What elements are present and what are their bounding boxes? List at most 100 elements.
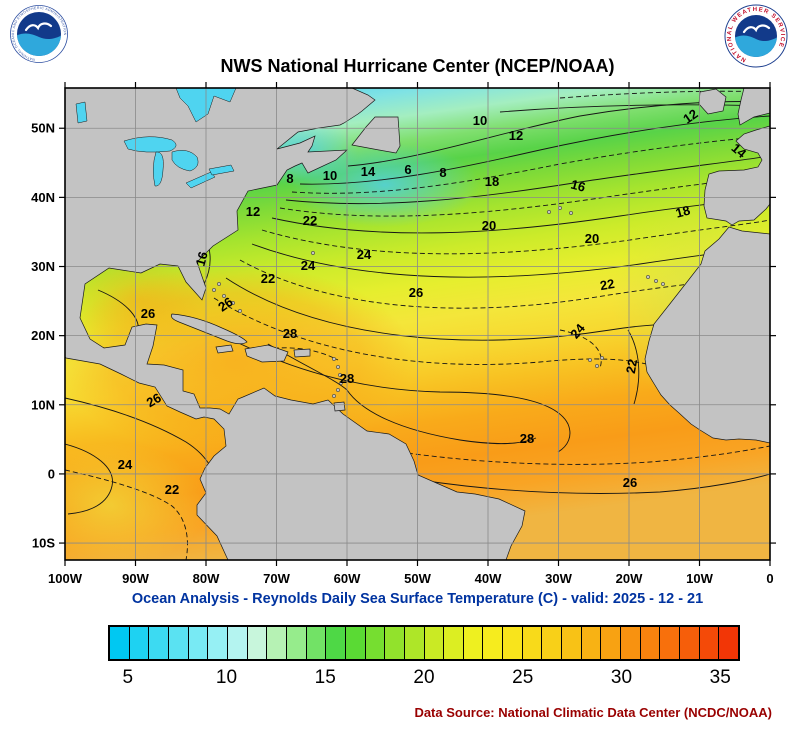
colorbar-cell — [718, 627, 738, 659]
contour-label: 16 — [193, 250, 211, 268]
contour-label: 26 — [409, 285, 423, 300]
island-jamaica — [215, 344, 234, 354]
contour-line — [559, 329, 602, 369]
contour-line — [291, 135, 770, 194]
islet-dot — [212, 288, 216, 292]
nws-sea-shape — [735, 34, 777, 57]
lat-axis-label: 40N — [31, 190, 55, 205]
colorbar-cell — [443, 627, 463, 659]
colorbar-cell — [620, 627, 640, 659]
contour-label: 28 — [520, 431, 534, 446]
colorbar-cell — [344, 627, 365, 659]
islet-dot — [332, 394, 336, 398]
page-title: NWS National Hurricane Center (NCEP/NOAA… — [220, 56, 615, 76]
contour-label: 14 — [361, 164, 376, 179]
lon-axis-label: 60W — [334, 571, 361, 586]
lake-erie — [185, 171, 216, 189]
lon-axis-label: 80W — [193, 571, 220, 586]
lat-axis-label: 50N — [31, 121, 55, 136]
islet-dot — [332, 357, 336, 361]
contour-line — [285, 155, 770, 205]
colorbar-cell — [167, 627, 188, 659]
lake-winnipeg — [75, 101, 88, 124]
colorbar-cell — [521, 627, 542, 659]
contour-label: 24 — [301, 258, 316, 273]
data-source-note: Data Source: National Climatic Data Cent… — [414, 705, 772, 720]
colorbar-cell — [384, 627, 404, 659]
contour-label: 24 — [357, 247, 372, 262]
nws-logo: NATIONAL WEATHER SERVICE — [724, 4, 788, 68]
colorbar-cell — [423, 627, 444, 659]
contour-label: 20 — [482, 218, 496, 233]
contour-label: 18 — [485, 174, 499, 189]
contour-label: 26 — [144, 390, 164, 410]
contour-line — [419, 473, 770, 494]
axis-labels: 100W 90W 80W 70W 60W 50W 40W 30W 20W 10W 0 50N 40N 30… — [31, 121, 773, 586]
contour-label: 10 — [323, 168, 337, 183]
lon-axis-label: 40W — [475, 571, 502, 586]
colorbar-tick-label: 20 — [413, 667, 435, 688]
contour-label: 26 — [623, 475, 637, 490]
island-puerto-rico — [293, 348, 311, 358]
lat-axis-label: 0 — [48, 466, 55, 481]
islet-dot — [661, 282, 665, 286]
islet-dot — [547, 210, 551, 214]
contour-label: 26 — [215, 294, 235, 315]
warm-gulf-overlay — [68, 254, 212, 346]
islet-dot — [654, 279, 658, 283]
colorbar-cell — [679, 627, 699, 659]
sst-map: 100W 90W 80W 70W 60W 50W 40W 30W 20W 10W 0 50N 40N 30… — [31, 82, 776, 586]
contour-line — [299, 115, 770, 185]
contour-label: 12 — [680, 106, 700, 127]
contour-line — [65, 443, 113, 515]
islet-dot — [336, 365, 340, 369]
contour-label: 12 — [246, 204, 260, 219]
contour-label: 18 — [674, 203, 692, 221]
island-hispaniola — [244, 344, 289, 363]
noaa-gull-icon — [24, 22, 53, 32]
islet-dot — [588, 358, 592, 362]
noaa-logo: NATIONAL OCEANIC AND ATMOSPHERIC ADMINIS… — [10, 5, 68, 63]
colorbar-tick-label: 35 — [709, 667, 731, 688]
cool-slope-overlay — [290, 143, 480, 227]
colorbar-tick-label: 5 — [122, 667, 134, 688]
islet-dot — [336, 388, 340, 392]
land-england — [737, 88, 770, 126]
lon-axis-label: 100W — [48, 571, 83, 586]
colorbar-cell — [266, 627, 286, 659]
islet-dot — [217, 282, 221, 286]
map-caption: Ocean Analysis - Reynolds Daily Sea Surf… — [131, 591, 704, 607]
lat-axis-label: 10N — [31, 397, 55, 412]
contour-label: 8 — [439, 165, 446, 180]
colorbar-tick-label: 15 — [314, 667, 336, 688]
colorbar-cell — [285, 627, 306, 659]
lon-axis-label: 0 — [766, 571, 773, 586]
colorbar-cell — [561, 627, 581, 659]
nws-gull-icon — [742, 24, 771, 34]
colorbar-cell — [580, 627, 601, 659]
colorbar-cells — [108, 625, 740, 661]
contour-label: 8 — [286, 171, 293, 186]
colorbar-cell — [128, 627, 149, 659]
contour-line — [213, 297, 692, 415]
colorbar-cell — [325, 627, 345, 659]
contour-label: 16 — [569, 177, 587, 195]
lon-axis-label: 90W — [122, 571, 149, 586]
lat-axis-label: 20N — [31, 328, 55, 343]
colorbar-cell — [148, 627, 168, 659]
colorbar-cell — [698, 627, 719, 659]
contour-line — [199, 321, 571, 453]
islet-dot — [338, 373, 342, 377]
colorbar-cell — [502, 627, 522, 659]
contour-label: 26 — [141, 306, 155, 321]
contour-line — [65, 469, 188, 560]
land-ireland — [698, 88, 727, 115]
lake-huron — [171, 150, 199, 172]
islet-dot — [222, 294, 226, 298]
contour-label: 24 — [118, 457, 133, 472]
contour-label: 22 — [261, 271, 275, 286]
lon-axis-label: 30W — [545, 571, 572, 586]
contour-line — [399, 445, 770, 465]
colorbar-cell — [639, 627, 660, 659]
